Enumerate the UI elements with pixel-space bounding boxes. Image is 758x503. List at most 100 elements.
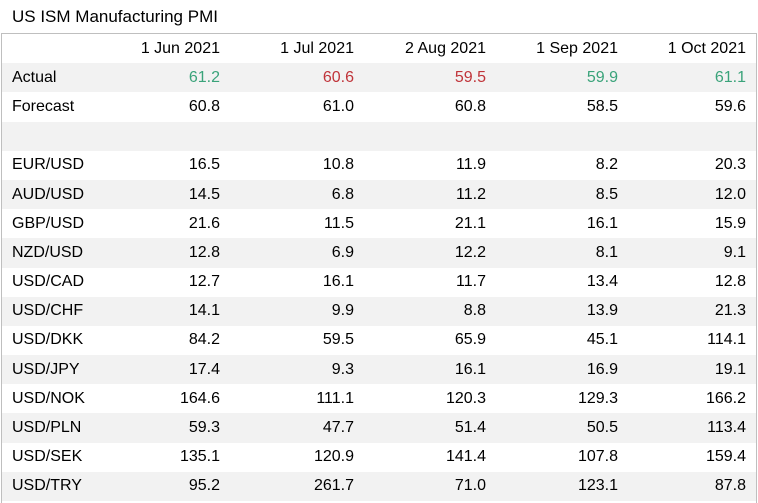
pair-value: 87.8 bbox=[628, 471, 756, 501]
pair-value: 11.2 bbox=[364, 179, 496, 210]
header-corner bbox=[2, 34, 98, 63]
pair-value: 164.6 bbox=[179, 389, 220, 407]
header-row: 1 Jun 2021 1 Jul 2021 2 Aug 2021 1 Sep 2… bbox=[2, 34, 756, 63]
pair-value: 16.9 bbox=[496, 355, 628, 385]
row-label: USD/CHF bbox=[2, 296, 98, 326]
forecast-value: 60.8 bbox=[188, 97, 220, 115]
pair-value: 21.1 bbox=[454, 214, 486, 232]
forecast-row: Forecast 60.8 61.0 60.8 58.5 59.6 bbox=[2, 92, 756, 121]
pair-value: 6.8 bbox=[230, 179, 364, 210]
row-label: AUD/USD bbox=[2, 179, 98, 210]
table-border bbox=[1, 33, 757, 503]
pair-value: 13.4 bbox=[586, 273, 618, 291]
row-label: USD/CAD bbox=[12, 273, 85, 291]
pair-value: 9.9 bbox=[230, 296, 364, 326]
spacer-cell bbox=[2, 121, 756, 151]
row-label: GBP/USD bbox=[12, 214, 85, 232]
row-label: USD/NOK bbox=[12, 389, 85, 407]
forecast-value: 59.6 bbox=[714, 97, 746, 115]
pair-value: 8.2 bbox=[595, 156, 618, 174]
pair-value: 111.1 bbox=[316, 389, 354, 407]
row-label: NZD/USD bbox=[2, 238, 98, 268]
table-row: EUR/USD 16.5 10.8 11.9 8.2 20.3 bbox=[2, 151, 756, 180]
table-row: USD/CHF 14.1 9.9 8.8 13.9 21.3 bbox=[2, 296, 756, 326]
pair-value: 12.2 bbox=[364, 238, 496, 268]
pair-value: 12.7 bbox=[188, 273, 220, 291]
table-row: USD/PLN 59.3 47.7 51.4 50.5 113.4 bbox=[2, 413, 756, 443]
pair-value: 11.7 bbox=[456, 273, 486, 291]
table-row: USD/SEK 135.1 120.9 141.4 107.8 159.4 bbox=[2, 443, 756, 472]
pair-value: 12.0 bbox=[628, 179, 756, 210]
pair-value: 84.2 bbox=[188, 331, 220, 349]
table-row: NZD/USD 12.8 6.9 12.2 8.1 9.1 bbox=[2, 238, 756, 268]
row-label: USD/DKK bbox=[12, 331, 84, 349]
pair-value: 120.3 bbox=[445, 389, 486, 407]
pair-value: 65.9 bbox=[454, 331, 486, 349]
pair-value: 141.4 bbox=[445, 448, 486, 466]
table-row: USD/DKK 84.2 59.5 65.9 45.1 114.1 bbox=[2, 326, 756, 355]
table-row: USD/JPY 17.4 9.3 16.1 16.9 19.1 bbox=[2, 355, 756, 385]
pair-value: 13.9 bbox=[496, 296, 628, 326]
pair-value: 15.9 bbox=[714, 214, 746, 232]
actual-value: 61.2 bbox=[98, 63, 230, 93]
pair-value: 47.7 bbox=[230, 413, 364, 443]
table-row: USD/TRY 95.2 261.7 71.0 123.1 87.8 bbox=[2, 471, 756, 501]
table-row: AUD/USD 14.5 6.8 11.2 8.5 12.0 bbox=[2, 179, 756, 210]
pair-value: 16.1 bbox=[364, 355, 496, 385]
pair-value: 120.9 bbox=[313, 448, 354, 466]
forecast-value: 60.8 bbox=[454, 97, 486, 115]
actual-value: 60.6 bbox=[230, 63, 364, 93]
pair-value: 20.3 bbox=[714, 156, 746, 174]
forecast-value: 58.5 bbox=[586, 97, 618, 115]
pair-value: 95.2 bbox=[98, 471, 230, 501]
pair-value: 11.9 bbox=[456, 156, 486, 174]
actual-value: 59.9 bbox=[496, 63, 628, 93]
pair-value: 21.6 bbox=[188, 214, 220, 232]
pair-value: 6.9 bbox=[230, 238, 364, 268]
actual-row: Actual 61.2 60.6 59.5 59.9 61.1 bbox=[2, 63, 756, 93]
table-row: GBP/USD 21.6 11.5 21.1 16.1 15.9 bbox=[2, 209, 756, 238]
pair-value: 14.1 bbox=[98, 296, 230, 326]
table-row: USD/NOK 164.6 111.1 120.3 129.3 166.2 bbox=[2, 384, 756, 413]
pair-value: 59.5 bbox=[322, 331, 354, 349]
pair-value: 51.4 bbox=[364, 413, 496, 443]
pair-value: 261.7 bbox=[230, 471, 364, 501]
forecast-value: 61.0 bbox=[322, 97, 354, 115]
column-header: 1 Jul 2021 bbox=[280, 39, 354, 57]
pair-value: 8.8 bbox=[364, 296, 496, 326]
pair-value: 71.0 bbox=[364, 471, 496, 501]
pair-value: 9.3 bbox=[230, 355, 364, 385]
spacer-row bbox=[2, 121, 756, 151]
pair-value: 45.1 bbox=[586, 331, 618, 349]
column-header: 2 Aug 2021 bbox=[405, 39, 486, 57]
column-header: 1 Oct 2021 bbox=[667, 39, 746, 57]
pair-value: 9.1 bbox=[628, 238, 756, 268]
actual-value: 59.5 bbox=[364, 63, 496, 93]
row-label: USD/PLN bbox=[2, 413, 98, 443]
pair-value: 113.4 bbox=[628, 413, 756, 443]
pair-value: 11.5 bbox=[324, 214, 354, 232]
row-label: Forecast bbox=[12, 97, 75, 115]
pair-value: 59.3 bbox=[98, 413, 230, 443]
pair-value: 21.3 bbox=[628, 296, 756, 326]
column-header: 1 Sep 2021 bbox=[536, 39, 618, 57]
pair-value: 114.1 bbox=[707, 331, 746, 349]
row-label: EUR/USD bbox=[12, 156, 85, 174]
pair-value: 50.5 bbox=[496, 413, 628, 443]
pair-value: 16.5 bbox=[188, 156, 220, 174]
pair-value: 166.2 bbox=[705, 389, 746, 407]
pair-value: 8.1 bbox=[496, 238, 628, 268]
pair-value: 17.4 bbox=[98, 355, 230, 385]
pair-value: 8.5 bbox=[496, 179, 628, 210]
row-label: USD/SEK bbox=[12, 448, 83, 466]
table-title: US ISM Manufacturing PMI bbox=[12, 7, 218, 26]
row-label: USD/JPY bbox=[2, 355, 98, 385]
table-row: USD/CAD 12.7 16.1 11.7 13.4 12.8 bbox=[2, 268, 756, 297]
pair-value: 123.1 bbox=[496, 471, 628, 501]
pair-value: 16.1 bbox=[322, 273, 354, 291]
row-label: USD/TRY bbox=[2, 471, 98, 501]
pair-value: 16.1 bbox=[586, 214, 618, 232]
pair-value: 10.8 bbox=[322, 156, 354, 174]
pair-value: 12.8 bbox=[714, 273, 746, 291]
pair-value: 135.1 bbox=[179, 448, 220, 466]
